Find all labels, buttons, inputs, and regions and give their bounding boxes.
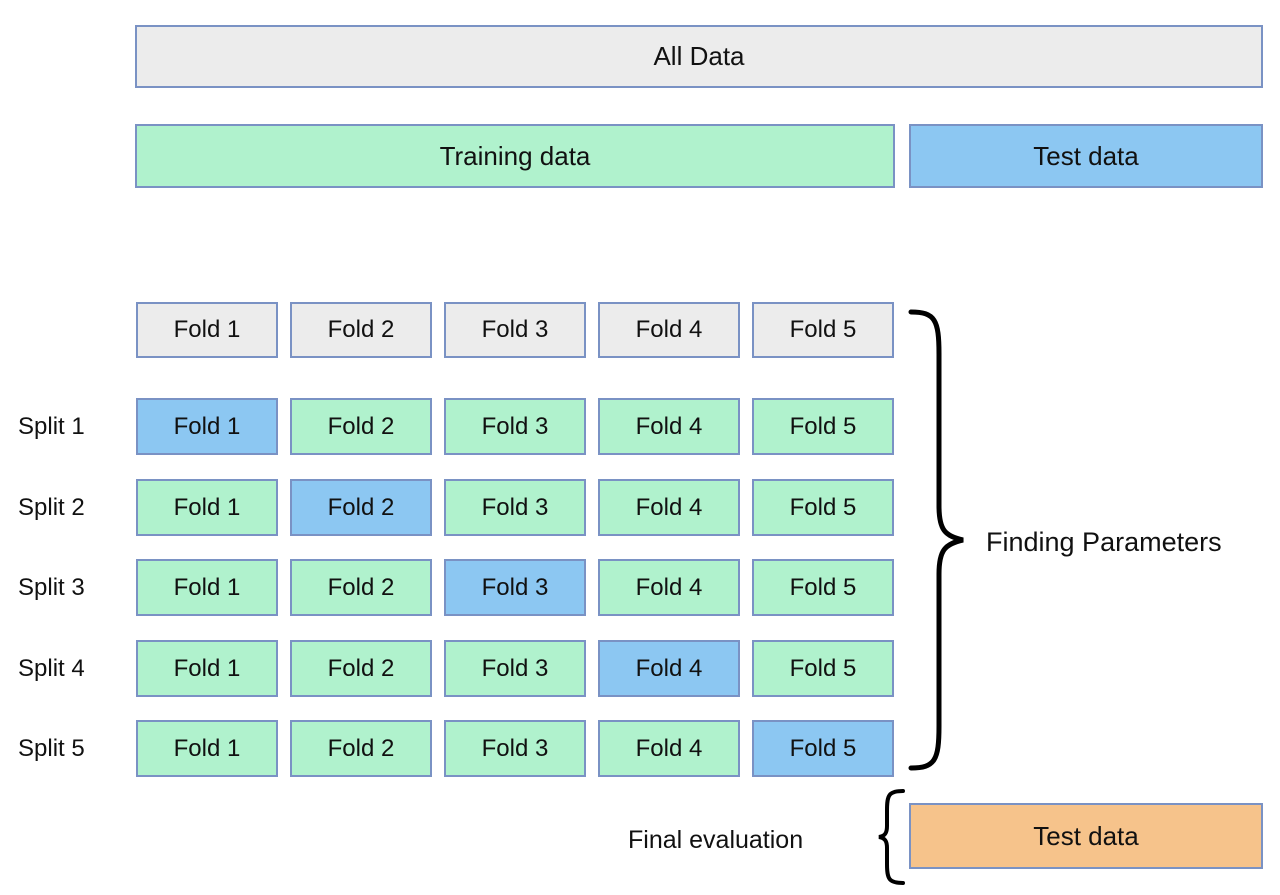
split-5-fold-1: Fold 1 bbox=[136, 720, 278, 777]
fold-header-row: Fold 1 Fold 2 Fold 3 Fold 4 Fold 5 bbox=[136, 302, 894, 358]
split-1-fold-4: Fold 4 bbox=[598, 398, 740, 455]
fold-header-2: Fold 2 bbox=[290, 302, 432, 358]
fold-header-4: Fold 4 bbox=[598, 302, 740, 358]
final-evaluation-label: Final evaluation bbox=[628, 826, 804, 854]
split-3-fold-5: Fold 5 bbox=[752, 559, 894, 616]
split-3-fold-3: Fold 3 bbox=[444, 559, 586, 616]
split-2-fold-2: Fold 2 bbox=[290, 479, 432, 536]
split-label-4: Split 4 bbox=[18, 654, 85, 682]
split-1-fold-5: Fold 5 bbox=[752, 398, 894, 455]
split-5-fold-5: Fold 5 bbox=[752, 720, 894, 777]
split-label-5: Split 5 bbox=[18, 734, 85, 762]
fold-header-5: Fold 5 bbox=[752, 302, 894, 358]
all-data-label: All Data bbox=[653, 41, 745, 71]
final-test-data-label: Test data bbox=[1033, 820, 1139, 851]
test-data-label: Test data bbox=[1033, 140, 1139, 171]
split-label-2: Split 2 bbox=[18, 493, 85, 521]
split-3-fold-4: Fold 4 bbox=[598, 559, 740, 616]
split-4-fold-5: Fold 5 bbox=[752, 640, 894, 697]
split-2-fold-3: Fold 3 bbox=[444, 479, 586, 536]
split-1-fold-2: Fold 2 bbox=[290, 398, 432, 455]
split-4-fold-2: Fold 2 bbox=[290, 640, 432, 697]
fold-header-1: Fold 1 bbox=[136, 302, 278, 358]
split-3-fold-2: Fold 2 bbox=[290, 559, 432, 616]
split-5-fold-2: Fold 2 bbox=[290, 720, 432, 777]
finding-parameters-label: Finding Parameters bbox=[986, 527, 1222, 557]
split-row-1: Fold 1 Fold 2 Fold 3 Fold 4 Fold 5 bbox=[136, 398, 894, 455]
split-4-fold-1: Fold 1 bbox=[136, 640, 278, 697]
all-data-bar: All Data bbox=[135, 25, 1263, 88]
split-5-fold-3: Fold 3 bbox=[444, 720, 586, 777]
split-label-3: Split 3 bbox=[18, 573, 85, 601]
finding-parameters-brace bbox=[908, 309, 964, 771]
split-row-3: Fold 1 Fold 2 Fold 3 Fold 4 Fold 5 bbox=[136, 559, 894, 616]
training-data-bar: Training data bbox=[135, 124, 895, 188]
final-evaluation-brace bbox=[878, 789, 905, 885]
training-data-label: Training data bbox=[439, 140, 591, 171]
split-3-fold-1: Fold 1 bbox=[136, 559, 278, 616]
split-row-4: Fold 1 Fold 2 Fold 3 Fold 4 Fold 5 bbox=[136, 640, 894, 697]
split-4-fold-4: Fold 4 bbox=[598, 640, 740, 697]
split-label-1: Split 1 bbox=[18, 412, 85, 440]
split-1-fold-3: Fold 3 bbox=[444, 398, 586, 455]
split-4-fold-3: Fold 3 bbox=[444, 640, 586, 697]
final-test-data-box: Test data bbox=[909, 803, 1263, 869]
split-1-fold-1: Fold 1 bbox=[136, 398, 278, 455]
split-row-5: Fold 1 Fold 2 Fold 3 Fold 4 Fold 5 bbox=[136, 720, 894, 777]
test-data-bar: Test data bbox=[909, 124, 1263, 188]
split-row-2: Fold 1 Fold 2 Fold 3 Fold 4 Fold 5 bbox=[136, 479, 894, 536]
fold-header-3: Fold 3 bbox=[444, 302, 586, 358]
split-2-fold-4: Fold 4 bbox=[598, 479, 740, 536]
split-2-fold-1: Fold 1 bbox=[136, 479, 278, 536]
split-5-fold-4: Fold 4 bbox=[598, 720, 740, 777]
split-2-fold-5: Fold 5 bbox=[752, 479, 894, 536]
